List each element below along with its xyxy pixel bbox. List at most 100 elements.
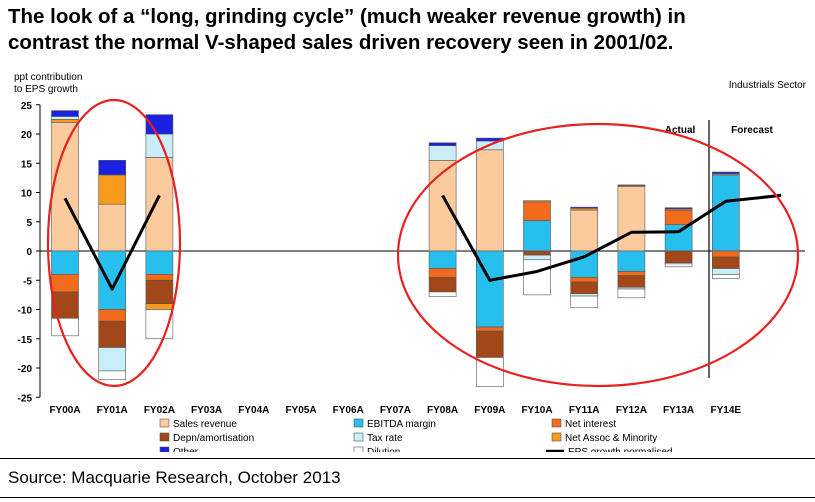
bar-segment-dilution: [99, 371, 126, 380]
bar-segment-ebitda-margin: [146, 251, 173, 274]
bar-segment-dilution: [665, 264, 692, 267]
bar-segment-net-interest: [665, 210, 692, 225]
bar-segment-other: [712, 172, 739, 174]
bar-segment-tax-rate: [429, 146, 456, 161]
source-note: Source: Macquarie Research, October 2013: [8, 468, 341, 488]
legend-label: Other: [173, 447, 199, 452]
x-tick-label: FY07A: [380, 405, 411, 416]
y-tick-label: 0: [26, 247, 32, 258]
x-tick-label: FY02A: [144, 405, 175, 416]
bar-segment-net-assoc-minority: [146, 304, 173, 310]
x-tick-label: FY08A: [427, 405, 458, 416]
bar-segment-ebitda-margin: [665, 225, 692, 251]
legend-label: Tax rate: [367, 433, 403, 444]
source-rule-top: [0, 458, 815, 459]
legend-swatch: [552, 433, 561, 441]
bar-segment-dilution: [429, 292, 456, 297]
y-tick-label: 20: [21, 130, 33, 141]
bar-segment-net-assoc-minority: [524, 201, 551, 202]
y-tick-label: 25: [21, 101, 33, 112]
legend-label: Net interest: [565, 419, 616, 430]
bar-segment-depn-amortisation: [571, 282, 598, 294]
bar-segment-net-interest: [52, 274, 79, 292]
bar-segment-net-interest: [429, 269, 456, 278]
bar-segment-depn-amortisation: [524, 251, 551, 255]
bar-segment-tax-rate: [524, 255, 551, 260]
bar-segment-other: [571, 207, 598, 208]
bar-segment-ebitda-margin: [618, 251, 645, 271]
legend-swatch: [354, 419, 363, 427]
legend-swatch: [552, 419, 561, 427]
y-axis-label-line2: to EPS growth: [14, 84, 78, 95]
bar-segment-tax-rate: [52, 116, 79, 119]
sector-label: Industrials Sector: [729, 80, 807, 91]
y-tick-label: 15: [21, 159, 33, 170]
bar-segment-ebitda-margin: [571, 251, 598, 277]
bar-segment-depn-amortisation: [618, 276, 645, 288]
bar-segment-sales-revenue: [52, 122, 79, 251]
legend-swatch: [354, 433, 363, 441]
bar-segment-ebitda-margin: [524, 221, 551, 251]
bar-segment-net-assoc-minority: [52, 119, 79, 122]
headline-line-1: The look of a “long, grinding cycle” (mu…: [8, 4, 808, 30]
bar-segment-depn-amortisation: [712, 257, 739, 269]
bar-segment-dilution: [712, 274, 739, 278]
bar-segment-net-interest: [712, 251, 739, 257]
legend-swatch: [160, 433, 169, 441]
x-tick-label: FY03A: [191, 405, 222, 416]
bar-segment-dilution: [618, 289, 645, 298]
x-tick-label: FY06A: [333, 405, 364, 416]
x-tick-label: FY00A: [49, 405, 80, 416]
bar-segment-other: [618, 185, 645, 186]
bar-segment-tax-rate: [571, 294, 598, 296]
bar-segment-ebitda-margin: [52, 251, 79, 274]
y-tick-label: -10: [18, 306, 33, 317]
bar-segment-net-interest: [146, 274, 173, 280]
legend-label: Dilution: [367, 447, 400, 452]
bar-segment-depn-amortisation: [476, 331, 503, 357]
headline-line-2: contrast the normal V-shaped sales drive…: [8, 30, 808, 56]
chart-headline: The look of a “long, grinding cycle” (mu…: [8, 4, 808, 56]
bar-segment-other: [99, 160, 126, 175]
legend-swatch: [160, 447, 169, 452]
bar-segment-ebitda-margin: [99, 251, 126, 310]
bar-segment-tax-rate: [99, 348, 126, 371]
x-tick-label: FY09A: [474, 405, 505, 416]
x-tick-label: FY05A: [285, 405, 316, 416]
bar-segment-depn-amortisation: [146, 280, 173, 303]
actual-label: Actual: [665, 125, 696, 136]
source-rule-bottom: [0, 497, 815, 498]
bar-segment-net-interest: [99, 310, 126, 322]
y-axis-label-line1: ppt contribution: [14, 72, 82, 83]
bar-segment-net-assoc-minority: [99, 175, 126, 204]
bar-segment-dilution: [52, 318, 79, 336]
forecast-label: Forecast: [731, 125, 773, 136]
y-tick-label: -20: [18, 364, 33, 375]
bar-segment-dilution: [524, 260, 551, 295]
bar-segment-net-interest: [571, 277, 598, 282]
bar-segment-net-interest: [524, 202, 551, 221]
legend-label: EBITDA margin: [367, 419, 436, 430]
legend-label: Net Assoc & Minority: [565, 433, 657, 444]
legend-label: EPS growth normalised: [568, 447, 673, 452]
bar-segment-sales-revenue: [146, 157, 173, 251]
y-tick-label: -5: [23, 276, 32, 287]
bar-segment-net-interest: [618, 271, 645, 275]
legend-label: Depn/amortisation: [173, 433, 254, 444]
bar-segment-dilution: [571, 296, 598, 308]
legend-label: Sales revenue: [173, 419, 237, 430]
bar-segment-depn-amortisation: [665, 251, 692, 263]
x-tick-label: FY12A: [616, 405, 647, 416]
bar-segment-depn-amortisation: [99, 321, 126, 347]
bar-segment-sales-revenue: [618, 187, 645, 251]
bar-segment-sales-revenue: [571, 210, 598, 251]
y-tick-label: -15: [18, 335, 33, 346]
bar-segment-ebitda-margin: [712, 175, 739, 251]
bar-segment-other: [665, 208, 692, 209]
bar-segment-net-interest: [476, 327, 503, 331]
bar-segment-other: [52, 111, 79, 117]
stacked-bar-chart: ppt contribution to EPS growth Industria…: [0, 62, 815, 452]
bar-segment-ebitda-margin: [429, 251, 456, 269]
x-tick-label: FY01A: [97, 405, 128, 416]
bar-segment-sales-revenue: [99, 204, 126, 251]
